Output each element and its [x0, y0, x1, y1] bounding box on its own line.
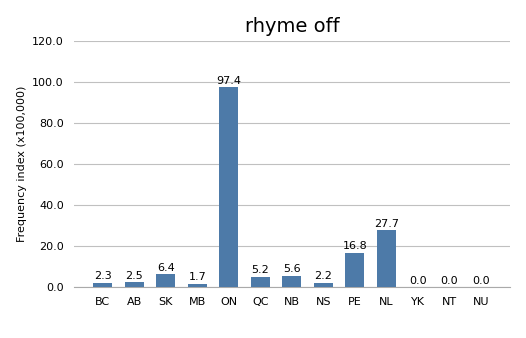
Bar	[314, 283, 333, 287]
Text: 0.0: 0.0	[472, 276, 490, 286]
Title: rhyme off: rhyme off	[245, 17, 339, 36]
Bar	[251, 276, 270, 287]
Bar	[377, 230, 396, 287]
Y-axis label: Frequency index (x100,000): Frequency index (x100,000)	[17, 86, 27, 242]
Text: 0.0: 0.0	[441, 276, 458, 286]
Text: 2.3: 2.3	[94, 271, 112, 281]
Text: 0.0: 0.0	[409, 276, 427, 286]
Text: 1.7: 1.7	[188, 272, 206, 282]
Bar	[282, 276, 301, 287]
Text: 5.2: 5.2	[251, 265, 269, 275]
Text: 97.4: 97.4	[216, 76, 241, 86]
Text: 6.4: 6.4	[157, 263, 175, 273]
Bar	[346, 253, 365, 287]
Bar	[94, 283, 113, 287]
Text: 2.2: 2.2	[315, 271, 332, 281]
Bar	[188, 284, 207, 287]
Text: 27.7: 27.7	[374, 219, 399, 229]
Bar	[219, 87, 238, 287]
Bar	[156, 274, 175, 287]
Text: 5.6: 5.6	[283, 264, 301, 274]
Bar	[125, 282, 144, 287]
Text: 16.8: 16.8	[342, 241, 367, 251]
Text: 2.5: 2.5	[126, 271, 143, 281]
